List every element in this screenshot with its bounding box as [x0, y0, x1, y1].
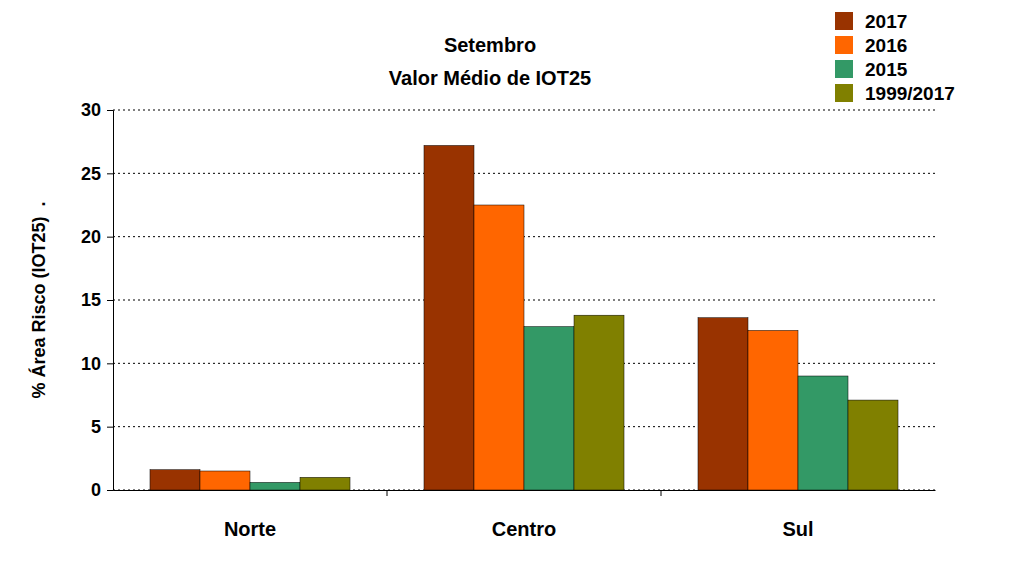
- y-tick-mark: [107, 173, 113, 174]
- y-tick-label: 30: [81, 100, 101, 120]
- y-axis-title: % Área Risco (IOT25) .: [28, 201, 49, 398]
- bar: [698, 318, 748, 490]
- bar: [424, 145, 474, 490]
- legend-label: 2016: [865, 35, 907, 56]
- grid-line: [113, 110, 935, 111]
- title: Setembro: [444, 34, 536, 56]
- x-axis-line: [114, 490, 936, 491]
- bar: [474, 205, 524, 490]
- x-tick: Centro: [492, 490, 556, 540]
- x-tick-label: Norte: [224, 518, 276, 540]
- legend-item: 2015: [835, 59, 908, 80]
- bar: [748, 330, 798, 490]
- category-separator: [387, 490, 388, 496]
- category-separator: [661, 490, 662, 496]
- plot-area: 0 5 10 15 20 25 30 Norte Centro Sul: [81, 100, 936, 540]
- x-tick: Sul: [782, 490, 813, 540]
- y-tick: 0: [91, 480, 113, 500]
- legend-swatch: [835, 36, 853, 54]
- legend: 2017 2016 2015 1999/2017: [835, 11, 955, 104]
- legend-swatch: [835, 84, 853, 102]
- bar: [150, 470, 200, 490]
- y-axis-line: [107, 111, 114, 491]
- bar: [200, 471, 250, 490]
- y-tick-mark: [107, 427, 113, 428]
- bars: [150, 145, 898, 490]
- x-tick-label: Sul: [782, 518, 813, 540]
- bar: [524, 327, 574, 490]
- grid-line: [113, 173, 935, 174]
- y-tick-label: 10: [81, 354, 101, 374]
- x-axis: Norte Centro Sul: [114, 490, 936, 540]
- legend-swatch: [835, 12, 853, 30]
- y-tick: 10: [81, 354, 113, 374]
- legend-label: 2017: [865, 11, 907, 32]
- legend-item: 2017: [835, 11, 907, 32]
- grid: [113, 110, 935, 490]
- legend-item: 1999/2017: [835, 83, 955, 104]
- legend-swatch: [835, 60, 853, 78]
- subtitle: Valor Médio de IOT25: [389, 67, 591, 89]
- y-tick-label: 5: [91, 417, 101, 437]
- y-tick-mark: [107, 490, 113, 491]
- y-tick-mark: [107, 237, 113, 238]
- y-tick-label: 0: [91, 480, 101, 500]
- bar: [250, 482, 300, 490]
- y-tick: 25: [81, 164, 113, 184]
- y-tick-mark: [107, 300, 113, 301]
- y-tick-mark: [107, 363, 113, 364]
- y-tick: 15: [81, 290, 113, 310]
- legend-label: 2015: [865, 59, 908, 80]
- y-tick-label: 25: [81, 164, 101, 184]
- y-tick: 20: [81, 227, 113, 247]
- bar: [574, 315, 624, 490]
- y-tick-mark: [107, 110, 113, 111]
- x-tick-label: Centro: [492, 518, 556, 540]
- legend-label: 1999/2017: [865, 83, 955, 104]
- bar: [300, 477, 350, 490]
- bar: [848, 400, 898, 490]
- bar: [798, 376, 848, 490]
- legend-item: 2016: [835, 35, 907, 56]
- y-tick: 30: [81, 100, 113, 120]
- y-axis: 0 5 10 15 20 25 30: [81, 100, 114, 500]
- y-tick: 5: [91, 417, 113, 437]
- chart: 0 5 10 15 20 25 30 Norte Centro Sul Setembro Valor …: [0, 0, 1024, 568]
- x-tick: Norte: [224, 490, 276, 540]
- y-tick-label: 15: [81, 290, 101, 310]
- y-tick-label: 20: [81, 227, 101, 247]
